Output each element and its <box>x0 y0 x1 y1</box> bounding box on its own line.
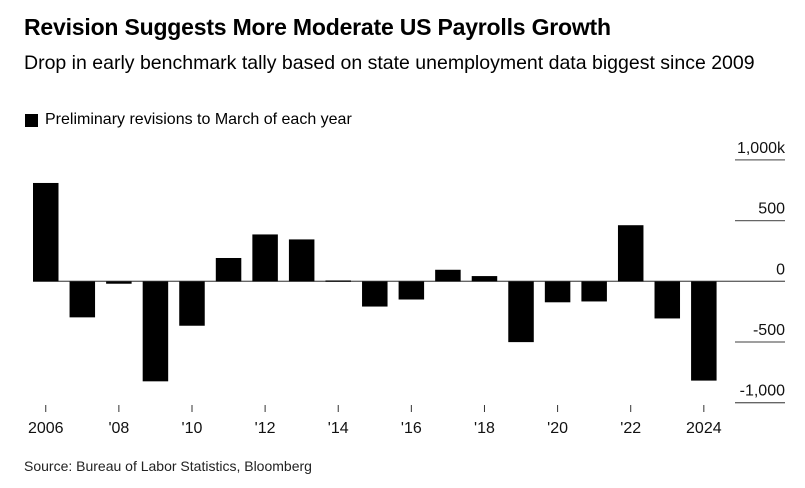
legend: Preliminary revisions to March of each y… <box>25 111 352 129</box>
bar-2014 <box>325 280 351 282</box>
bar-2023 <box>654 281 681 319</box>
chart-subtitle: Drop in early benchmark tally based on s… <box>24 52 755 74</box>
bar-2024 <box>691 281 717 381</box>
bar-2012 <box>252 234 278 282</box>
y-tick-label: 0 <box>776 261 785 278</box>
x-tick-label: '22 <box>620 420 641 437</box>
y-tick-label: 500 <box>758 201 785 218</box>
bar-2020 <box>544 281 571 303</box>
x-tick-label: '08 <box>108 420 129 437</box>
x-tick-label: '16 <box>401 420 422 437</box>
bar-2010 <box>179 281 205 326</box>
bar-2017 <box>435 269 461 282</box>
bar-2008 <box>106 281 132 284</box>
x-tick-label: '12 <box>255 420 276 437</box>
x-tick-label: 2024 <box>686 420 722 437</box>
y-tick-label: -1,000 <box>740 383 785 400</box>
source-note: Source: Bureau of Labor Statistics, Bloo… <box>24 458 312 474</box>
x-tick-label: 2006 <box>28 420 64 437</box>
bar-2018 <box>471 276 498 282</box>
y-tick-label: -500 <box>753 322 785 339</box>
bar-2009 <box>142 281 169 382</box>
chart-title: Revision Suggests More Moderate US Payro… <box>24 14 611 40</box>
bar-2007 <box>69 281 96 318</box>
y-tick-label: 1,000k <box>737 140 786 157</box>
bar-2015 <box>362 281 388 307</box>
legend-swatch <box>25 113 38 127</box>
bar-2013 <box>288 239 315 282</box>
bar-2016 <box>398 281 425 300</box>
x-tick-label: '18 <box>474 420 495 437</box>
bar-2006 <box>33 182 59 282</box>
x-tick-label: '20 <box>547 420 568 437</box>
bar-2011 <box>215 257 242 282</box>
bar-2022 <box>617 225 644 282</box>
legend-label: Preliminary revisions to March of each y… <box>45 111 352 128</box>
x-tick-label: '10 <box>182 420 203 437</box>
bar-2021 <box>581 281 607 302</box>
bar-2019 <box>508 281 534 343</box>
x-tick-label: '14 <box>328 420 349 437</box>
